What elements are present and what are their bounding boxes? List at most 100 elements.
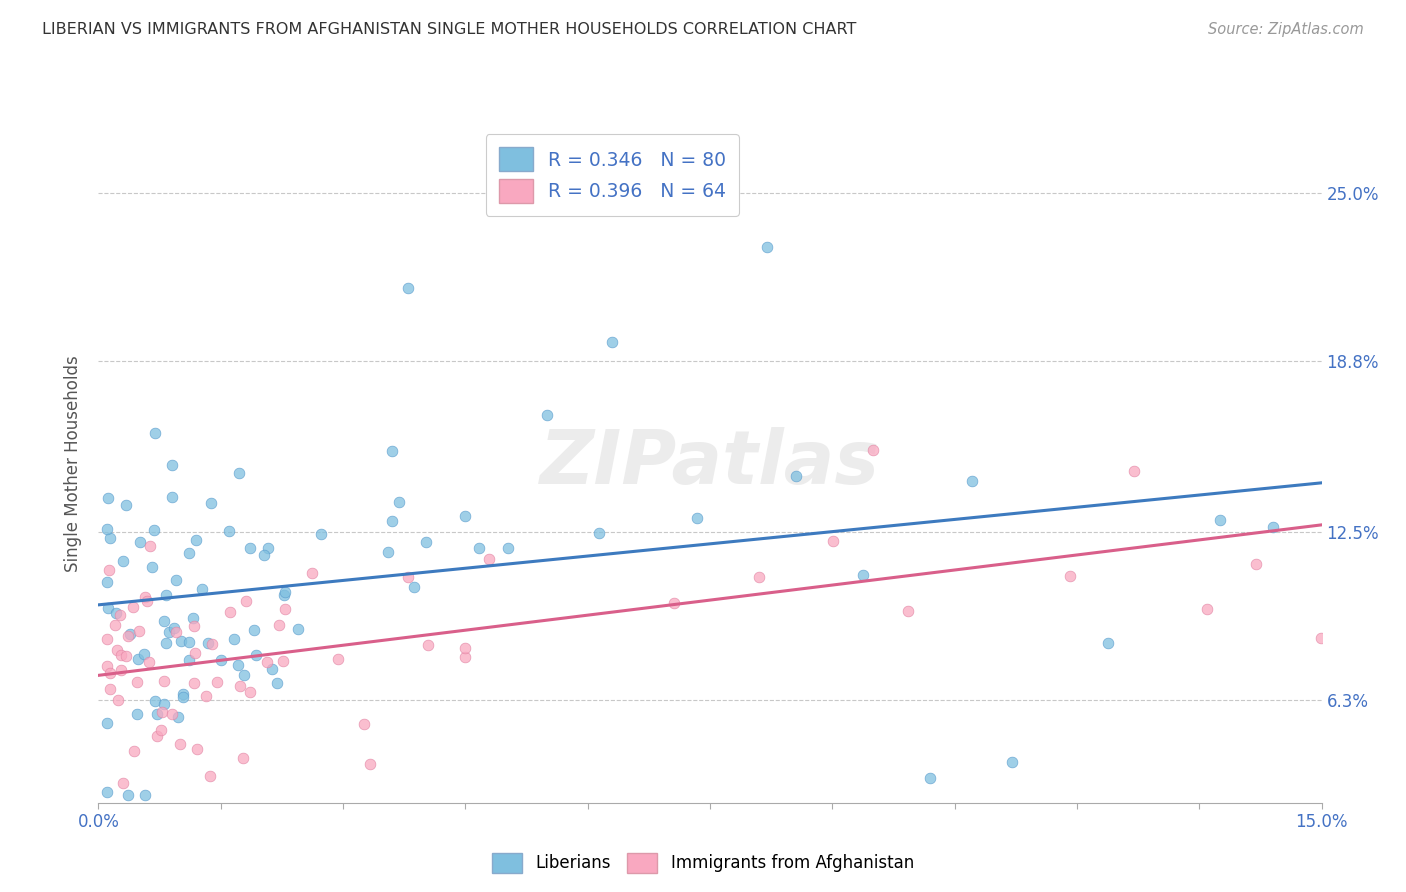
- Point: [136, 594, 159, 608]
- Point: [145, 425, 167, 440]
- Point: [920, 772, 942, 786]
- Point: [262, 662, 284, 676]
- Point: [402, 580, 425, 594]
- Point: [121, 599, 143, 614]
- Text: Source: ZipAtlas.com: Source: ZipAtlas.com: [1208, 22, 1364, 37]
- Point: [1195, 602, 1218, 616]
- Point: [128, 624, 150, 638]
- Point: [108, 608, 131, 623]
- Point: [253, 549, 276, 563]
- Point: [124, 744, 146, 758]
- Legend: Liberians, Immigrants from Afghanistan: Liberians, Immigrants from Afghanistan: [485, 847, 921, 880]
- Point: [111, 554, 134, 568]
- Point: [239, 541, 262, 555]
- Point: [396, 569, 419, 583]
- Point: [134, 788, 156, 802]
- Point: [117, 788, 139, 802]
- Point: [222, 632, 245, 646]
- Point: [478, 552, 501, 566]
- Point: [165, 573, 187, 587]
- Point: [218, 524, 240, 539]
- Point: [194, 690, 217, 704]
- Point: [454, 649, 477, 664]
- Point: [415, 534, 437, 549]
- Point: [115, 648, 138, 663]
- Point: [96, 522, 118, 536]
- Point: [183, 675, 205, 690]
- Point: [664, 596, 686, 610]
- Point: [162, 621, 184, 635]
- Point: [1263, 520, 1285, 534]
- Point: [127, 675, 149, 690]
- Point: [166, 625, 188, 640]
- Point: [454, 508, 477, 523]
- Point: [821, 534, 844, 549]
- Point: [110, 648, 132, 662]
- Point: [235, 594, 257, 608]
- Point: [960, 474, 983, 488]
- Legend: R = 0.346   N = 80, R = 0.396   N = 64: R = 0.346 N = 80, R = 0.396 N = 64: [485, 135, 738, 216]
- Point: [160, 458, 183, 472]
- Point: [326, 652, 349, 666]
- Point: [416, 638, 439, 652]
- Point: [269, 617, 291, 632]
- Point: [301, 566, 323, 580]
- Point: [785, 469, 807, 483]
- Point: [146, 729, 169, 743]
- Point: [468, 541, 491, 555]
- Point: [200, 496, 222, 510]
- Point: [181, 610, 204, 624]
- Point: [377, 545, 399, 559]
- Point: [117, 629, 139, 643]
- Point: [274, 601, 297, 615]
- Point: [862, 443, 884, 458]
- Point: [160, 491, 183, 505]
- Point: [496, 541, 519, 555]
- Point: [243, 623, 266, 637]
- Point: [146, 706, 169, 721]
- Point: [150, 705, 173, 719]
- Point: [184, 533, 207, 548]
- Point: [229, 680, 252, 694]
- Point: [111, 776, 134, 790]
- Point: [756, 240, 779, 254]
- Point: [166, 710, 188, 724]
- Point: [96, 574, 118, 589]
- Point: [143, 523, 166, 537]
- Point: [157, 625, 180, 640]
- Point: [170, 633, 193, 648]
- Point: [359, 757, 381, 772]
- Point: [186, 742, 208, 756]
- Point: [1309, 632, 1331, 646]
- Point: [748, 570, 770, 584]
- Point: [149, 723, 172, 737]
- Point: [274, 585, 297, 599]
- Point: [129, 535, 152, 549]
- Point: [104, 618, 127, 632]
- Point: [97, 600, 120, 615]
- Point: [138, 655, 160, 669]
- Point: [211, 653, 233, 667]
- Point: [138, 539, 160, 553]
- Point: [183, 646, 205, 660]
- Point: [205, 675, 228, 690]
- Point: [179, 546, 201, 560]
- Point: [1209, 513, 1232, 527]
- Point: [588, 526, 610, 541]
- Point: [454, 641, 477, 656]
- Point: [381, 444, 404, 458]
- Point: [233, 668, 256, 682]
- Point: [1123, 464, 1146, 478]
- Point: [96, 785, 118, 799]
- Point: [120, 627, 142, 641]
- Point: [132, 647, 155, 661]
- Point: [155, 588, 177, 602]
- Point: [232, 751, 254, 765]
- Point: [245, 648, 267, 663]
- Text: ZIPatlas: ZIPatlas: [540, 427, 880, 500]
- Point: [852, 568, 875, 582]
- Point: [309, 526, 332, 541]
- Point: [177, 653, 200, 667]
- Point: [226, 658, 249, 673]
- Point: [115, 499, 138, 513]
